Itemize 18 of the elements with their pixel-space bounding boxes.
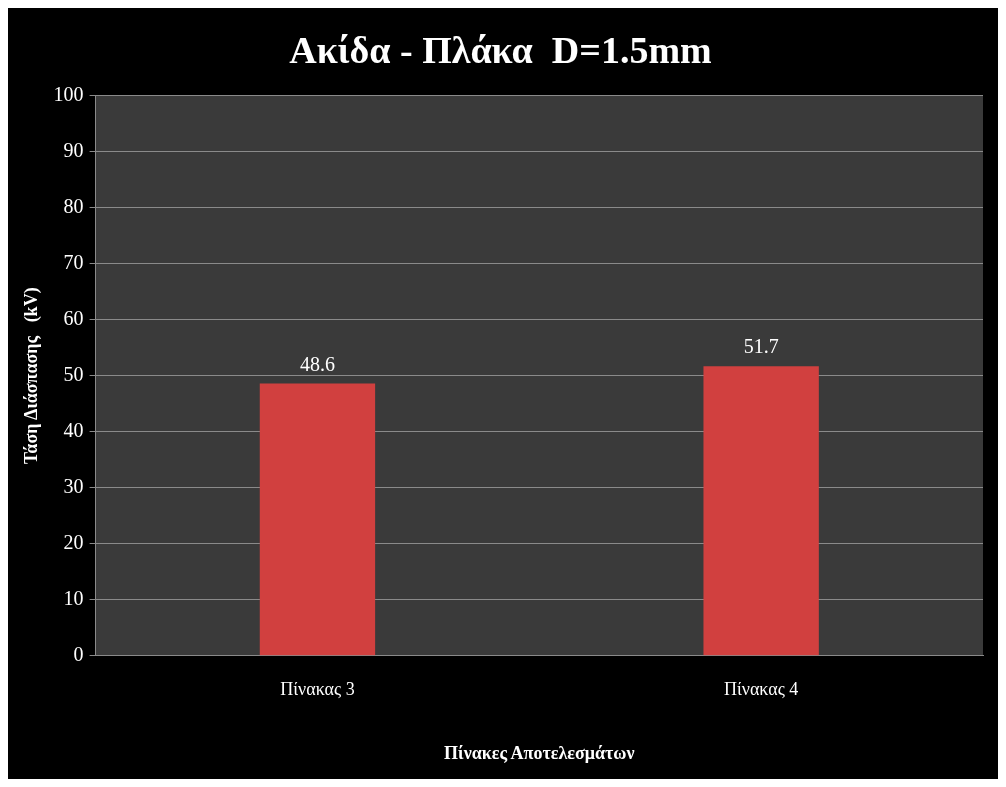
- chart-title: Ακίδα - Πλάκα D=1.5mm: [289, 28, 712, 71]
- x-tick-label: Πίνακας 4: [723, 679, 799, 700]
- data-label: 48.6: [299, 352, 335, 375]
- y-tick-label: 70: [63, 250, 84, 273]
- y-tick-label: 60: [63, 306, 84, 329]
- x-tick-label: Πίνακας 3: [280, 679, 355, 700]
- y-tick-label: 40: [63, 418, 84, 441]
- data-label: 51.7: [743, 335, 779, 358]
- x-axis-title: Πίνακες Αποτελεσμάτων: [444, 742, 635, 763]
- y-tick-label: 10: [63, 587, 84, 610]
- y-tick-label: 50: [63, 362, 84, 385]
- y-tick-label: 0: [73, 643, 84, 666]
- y-axis-title: Τάση Διάσπασης (kV): [21, 287, 43, 465]
- y-tick-label: 30: [63, 474, 84, 497]
- y-tick-label: 100: [53, 82, 84, 105]
- y-tick-label: 90: [63, 138, 84, 161]
- y-tick-label: 80: [63, 194, 84, 217]
- y-tick-label: 20: [63, 531, 84, 554]
